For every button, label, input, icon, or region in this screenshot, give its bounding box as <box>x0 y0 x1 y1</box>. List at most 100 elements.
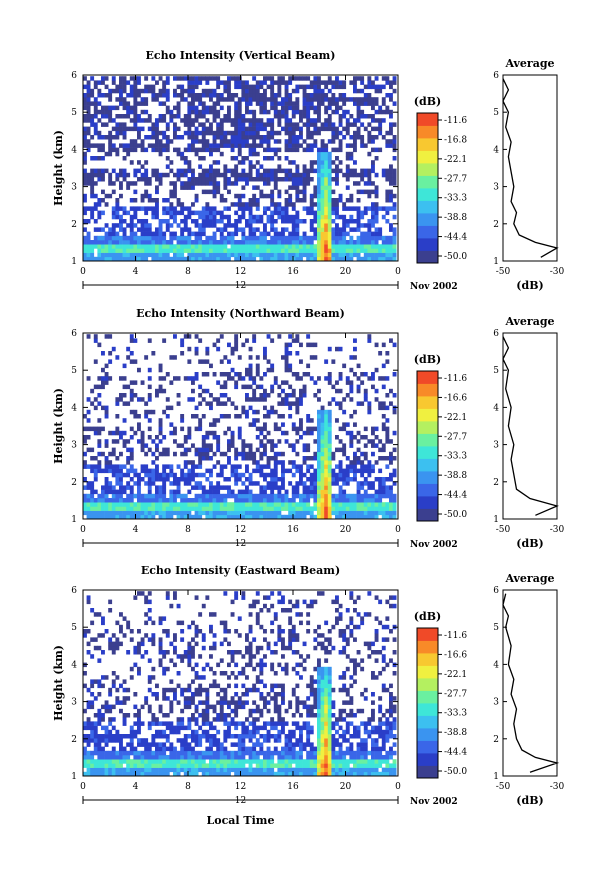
heatmap-cell <box>277 156 282 161</box>
heatmap-cell <box>266 409 271 415</box>
heatmap-cell <box>86 114 91 119</box>
heatmap-cell <box>219 97 224 102</box>
heatmap-cell <box>245 746 249 752</box>
heatmap-cell <box>270 759 275 764</box>
heatmap-cell <box>180 181 185 186</box>
heatmap-cell <box>104 76 109 81</box>
heatmap-cell <box>313 80 318 85</box>
heatmap-cell <box>349 397 354 402</box>
heatmap-cell <box>277 122 282 127</box>
heatmap-cell <box>180 414 185 419</box>
heatmap-cell <box>381 481 386 486</box>
heatmap-cell <box>216 767 221 773</box>
heatmap-cell <box>342 759 347 764</box>
heatmap-cell <box>187 105 192 111</box>
heatmap-cell <box>248 489 253 495</box>
heatmap-cell <box>133 172 138 178</box>
heatmap-cell <box>212 114 217 119</box>
heatmap-cell <box>129 256 134 262</box>
heatmap-cell <box>108 489 113 495</box>
heatmap-cell <box>209 126 213 132</box>
heatmap-cell <box>237 160 242 165</box>
heatmap-cell <box>317 430 321 436</box>
heatmap-cell <box>176 109 181 115</box>
heatmap-cell <box>324 506 329 511</box>
heatmap-cell <box>273 472 278 478</box>
heatmap-cell <box>302 147 307 153</box>
heatmap-cell <box>144 502 149 507</box>
heatmap-cell <box>335 763 339 768</box>
heatmap-cell <box>155 126 159 132</box>
heatmap-cell <box>327 435 332 440</box>
heatmap-cell <box>320 409 325 415</box>
heatmap-cell <box>335 244 339 249</box>
heatmap-cell <box>335 130 339 136</box>
heatmap-cell <box>302 177 307 182</box>
heatmap-cell <box>90 210 95 216</box>
heatmap-cell <box>356 506 361 511</box>
heatmap-cell <box>309 456 314 461</box>
heatmap-cell <box>277 477 282 482</box>
heatmap-cell <box>378 759 383 764</box>
heatmap-cell <box>191 252 195 258</box>
heatmap-cell <box>381 172 386 178</box>
heatmap-cell <box>353 355 357 360</box>
heatmap-cell <box>234 405 239 411</box>
heatmap-cell <box>277 235 282 241</box>
heatmap-cell <box>227 88 231 94</box>
heatmap-cell <box>115 126 120 132</box>
heatmap-cell <box>371 750 375 756</box>
heatmap-cell <box>367 76 372 81</box>
heatmap-cell <box>266 367 271 373</box>
heatmap-cell <box>306 256 311 262</box>
heatmap-cell <box>97 418 102 423</box>
heatmap-cell <box>205 130 210 136</box>
heatmap-cell <box>259 172 264 178</box>
heatmap-cell <box>147 759 152 764</box>
heatmap-cell <box>115 151 120 157</box>
heatmap-cell <box>205 443 210 448</box>
heatmap-cell <box>119 235 123 241</box>
heatmap-cell <box>259 97 264 102</box>
heatmap-cell <box>144 414 149 419</box>
heatmap-cell <box>216 460 221 465</box>
heatmap-cell <box>345 177 350 182</box>
heatmap-cell <box>385 750 390 756</box>
heatmap-cell <box>144 252 149 258</box>
heatmap-cell <box>83 252 87 258</box>
heatmap-cell <box>111 759 116 764</box>
heatmap-cell <box>371 105 375 111</box>
heatmap-cell <box>111 451 116 457</box>
heatmap-cell <box>306 418 311 423</box>
heatmap-cell <box>126 439 131 444</box>
heatmap-cell <box>284 143 289 148</box>
heatmap-cell <box>270 363 275 369</box>
heatmap-cell <box>111 181 116 186</box>
heatmap-cell <box>245 468 249 474</box>
heatmap-cell <box>119 430 123 436</box>
heatmap-cell <box>119 143 123 148</box>
heatmap-cell <box>173 430 177 436</box>
heatmap-cell <box>277 231 282 237</box>
heatmap-cell <box>187 514 192 520</box>
heatmap-cell <box>144 481 149 486</box>
heatmap-cell <box>209 472 213 478</box>
heatmap-cell <box>155 256 159 262</box>
heatmap-cell <box>277 439 282 444</box>
heatmap-cell <box>381 76 386 81</box>
heatmap-cell <box>248 151 253 157</box>
heatmap-cell <box>101 468 105 474</box>
heatmap-cell <box>227 93 231 98</box>
heatmap-cell <box>277 489 282 495</box>
heatmap-cell <box>216 750 221 756</box>
heatmap-cell <box>299 734 303 739</box>
heatmap-cell <box>255 252 260 258</box>
heatmap-cell <box>140 738 145 743</box>
heatmap-cell <box>187 177 192 182</box>
heatmap-cell <box>115 426 120 432</box>
heatmap-cell <box>335 231 339 237</box>
heatmap-cell <box>140 193 145 199</box>
heatmap-cell <box>270 734 275 739</box>
heatmap-cell <box>255 235 260 241</box>
heatmap-cell <box>191 84 195 90</box>
